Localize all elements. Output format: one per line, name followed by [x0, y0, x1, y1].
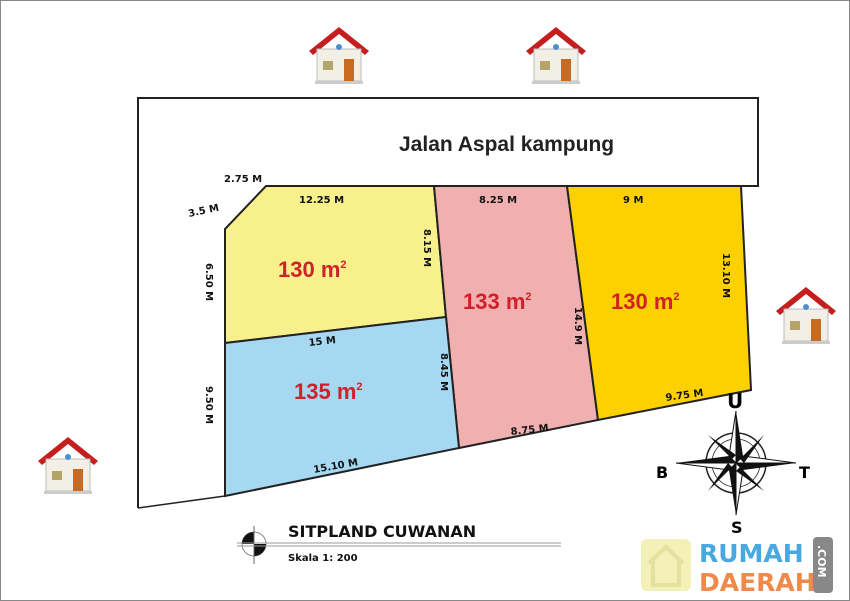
- house-icon: [775, 286, 837, 345]
- plot-pink[interactable]: [432, 185, 600, 450]
- plot-blue[interactable]: [224, 315, 461, 498]
- scale-label: Skala 1: 200: [288, 553, 358, 564]
- east-label: T: [799, 463, 810, 482]
- house-icon: [37, 436, 99, 495]
- west-label: B: [656, 463, 668, 482]
- dimension-label: 8.25 M: [479, 195, 517, 206]
- dimension-label: 2.75 M: [224, 174, 262, 185]
- boundary-bottom: [137, 495, 226, 509]
- dimension-label: 9 M: [623, 195, 643, 206]
- house-outline-icon: [647, 544, 685, 587]
- house-icon: [308, 26, 370, 85]
- south-label: S: [731, 518, 743, 537]
- dimension-label: 6.50 M: [203, 263, 214, 301]
- dimension-label: 9.50 M: [203, 386, 214, 424]
- boundary: [137, 97, 759, 508]
- watermark-suffix: .COM: [815, 545, 828, 578]
- watermark-line1: RUMAH: [699, 539, 804, 568]
- dimension-label: 14.9 M: [572, 307, 583, 345]
- compass-rose: U S B T: [656, 389, 810, 537]
- title-block: SITPLAND CUWANAN Skala 1: 200: [237, 522, 561, 564]
- dimension-label: 8.75 M: [510, 423, 549, 438]
- dimension-label: 8.45 M: [438, 353, 449, 391]
- area-label: 130 m2: [611, 289, 680, 314]
- dimension-label: 9.75 M: [665, 388, 704, 404]
- watermark-line2: DAERAH: [699, 568, 816, 597]
- area-label: 133 m2: [463, 289, 532, 314]
- dimension-label: 13.10 M: [720, 253, 731, 298]
- dimension-label: 12.25 M: [299, 195, 344, 206]
- dimension-label: 3.5 M: [187, 203, 220, 220]
- dimension-label: 8.15 M: [421, 229, 432, 267]
- area-label: 130 m2: [278, 257, 347, 282]
- watermark-logo: RUMAH DAERAH .COM: [641, 537, 833, 597]
- dimension-label: 15 M: [308, 335, 336, 349]
- plan-title: SITPLAND CUWANAN: [288, 522, 476, 541]
- area-label: 135 m2: [294, 379, 363, 404]
- road-label: Jalan Aspal kampung: [399, 133, 614, 156]
- plot-orange[interactable]: [565, 185, 753, 422]
- house-icon: [525, 26, 587, 85]
- north-label: U: [727, 389, 743, 413]
